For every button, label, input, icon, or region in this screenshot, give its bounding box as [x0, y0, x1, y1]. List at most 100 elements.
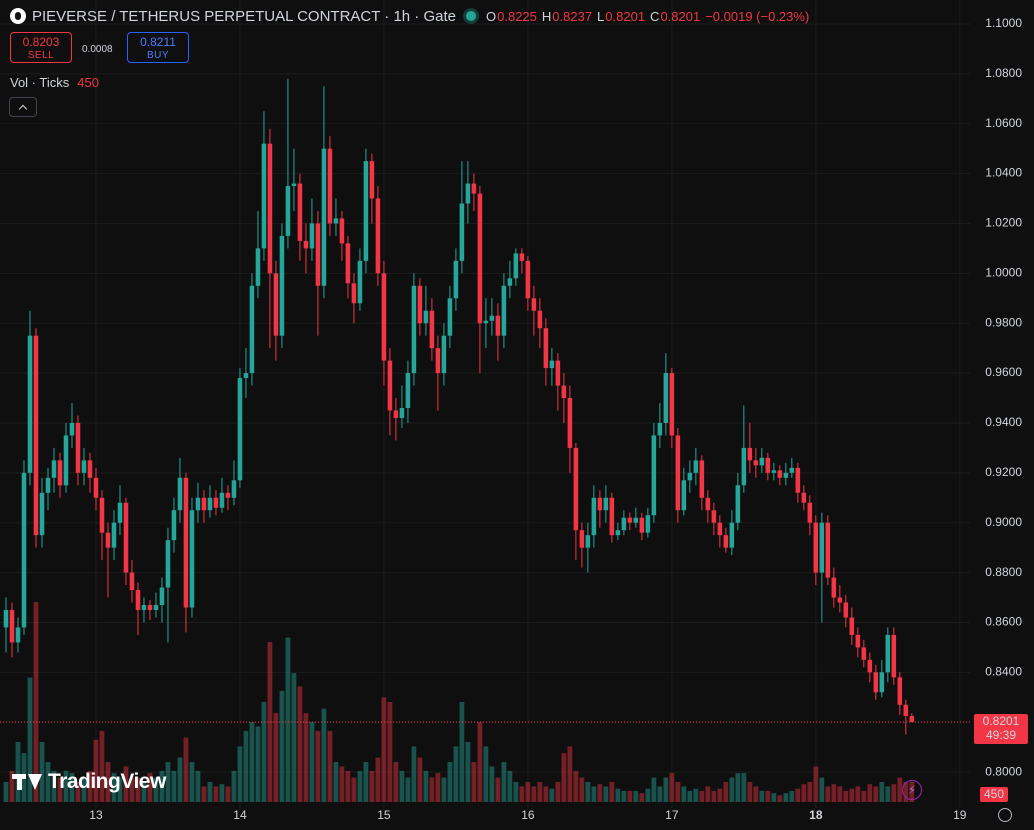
sell-button[interactable]: 0.8203 SELL [10, 32, 72, 63]
candle-body [225, 492, 231, 498]
candle-body [291, 183, 297, 187]
candle-body [501, 285, 507, 336]
candle-body [891, 634, 897, 678]
volume-bar [825, 786, 831, 802]
volume-bar [213, 786, 219, 802]
buy-price: 0.8211 [140, 35, 176, 49]
volume-bar [477, 722, 483, 802]
y-tick-label: 0.8800 [985, 565, 1022, 579]
candle-body [207, 497, 213, 511]
x-tick-label: 18 [809, 808, 823, 822]
candle-body [447, 298, 453, 336]
ohlc-high: H0.8237 [542, 9, 592, 24]
volume-bar [273, 713, 279, 802]
volume-bar [531, 786, 537, 802]
volume-bar [471, 762, 477, 802]
volume-bar [225, 786, 231, 802]
candle-body [309, 223, 315, 249]
candle-body [315, 223, 321, 286]
volume-bar [3, 782, 9, 802]
volume-bar [429, 777, 435, 802]
candle-body [849, 617, 855, 635]
plot [3, 78, 915, 802]
ohlc-open: O0.8225 [486, 9, 537, 24]
candle-body [333, 218, 339, 224]
candle-body [195, 497, 201, 511]
candle-body [795, 467, 801, 493]
candle-body [75, 422, 81, 473]
alert-icon[interactable]: ⚡ [902, 780, 922, 800]
candle-body [507, 278, 513, 286]
candle-body [555, 360, 561, 386]
candle-body [285, 186, 291, 236]
volume-bar [405, 777, 411, 802]
volume-bar [645, 788, 651, 802]
candle-body [369, 161, 375, 199]
candle-body [471, 183, 477, 194]
settings-button[interactable] [998, 808, 1012, 822]
candle-body [879, 672, 885, 693]
candle-body [705, 497, 711, 511]
volume-bar [321, 708, 327, 802]
candle-body [111, 522, 117, 548]
volume-bar [117, 777, 123, 802]
candle-body [219, 492, 225, 508]
candle-body [45, 477, 51, 493]
volume-bar [603, 786, 609, 802]
candle-body [543, 328, 549, 369]
volume-bar [705, 786, 711, 802]
volume-bar [837, 786, 843, 802]
volume-bar [483, 746, 489, 802]
volume-bar [69, 773, 75, 802]
volume-bar [861, 790, 867, 802]
y-tick-label: 0.8400 [985, 665, 1022, 679]
candle-body [909, 715, 915, 722]
candle-body [393, 410, 399, 418]
brand-logo: TradingView [12, 770, 166, 794]
volume-bar [243, 730, 249, 802]
candle-body [729, 522, 735, 548]
candle-body [669, 373, 675, 436]
candle-body [57, 460, 63, 486]
volume-bar [345, 770, 351, 802]
volume-bar [279, 690, 285, 802]
volume-bar [207, 782, 213, 802]
volume-bar [201, 786, 207, 802]
candle-body [105, 532, 111, 548]
volume-bar [135, 777, 141, 802]
brand-name: TradingView [48, 770, 166, 793]
candle-body [723, 535, 729, 548]
candle-body [771, 470, 777, 473]
candle-body [867, 659, 873, 673]
volume-bar [255, 726, 261, 802]
volume-bar [183, 737, 189, 802]
volume-bar [411, 746, 417, 802]
market-status[interactable] [466, 11, 476, 21]
candle-body [231, 480, 237, 498]
candle-body [417, 285, 423, 324]
volume-bar [657, 786, 663, 802]
candle-body [129, 572, 135, 591]
symbol-title[interactable]: PIEVERSE / TETHERUS PERPETUAL CONTRACT ·… [32, 7, 456, 25]
volume-bar [33, 602, 39, 802]
volume-bar [237, 746, 243, 802]
volume-bar [831, 784, 837, 802]
volume-bar [651, 777, 657, 802]
volume-bar [867, 784, 873, 802]
x-tick-label: 16 [521, 808, 535, 822]
volume-bar [507, 770, 513, 802]
buy-button[interactable]: 0.8211 BUY [127, 32, 189, 63]
collapse-button[interactable] [9, 97, 37, 117]
y-tick-label: 0.9800 [985, 315, 1022, 329]
candle-body [549, 360, 555, 369]
volume-bar [723, 782, 729, 802]
candle-body [273, 273, 279, 336]
candle-body [819, 522, 825, 573]
candle-body [165, 540, 171, 588]
volume-bar [597, 784, 603, 802]
candle-body [861, 647, 867, 660]
candle-body [903, 704, 909, 716]
ohlc-low: L0.8201 [597, 9, 645, 24]
volume-bar [549, 788, 555, 802]
buy-label: BUY [146, 50, 170, 61]
